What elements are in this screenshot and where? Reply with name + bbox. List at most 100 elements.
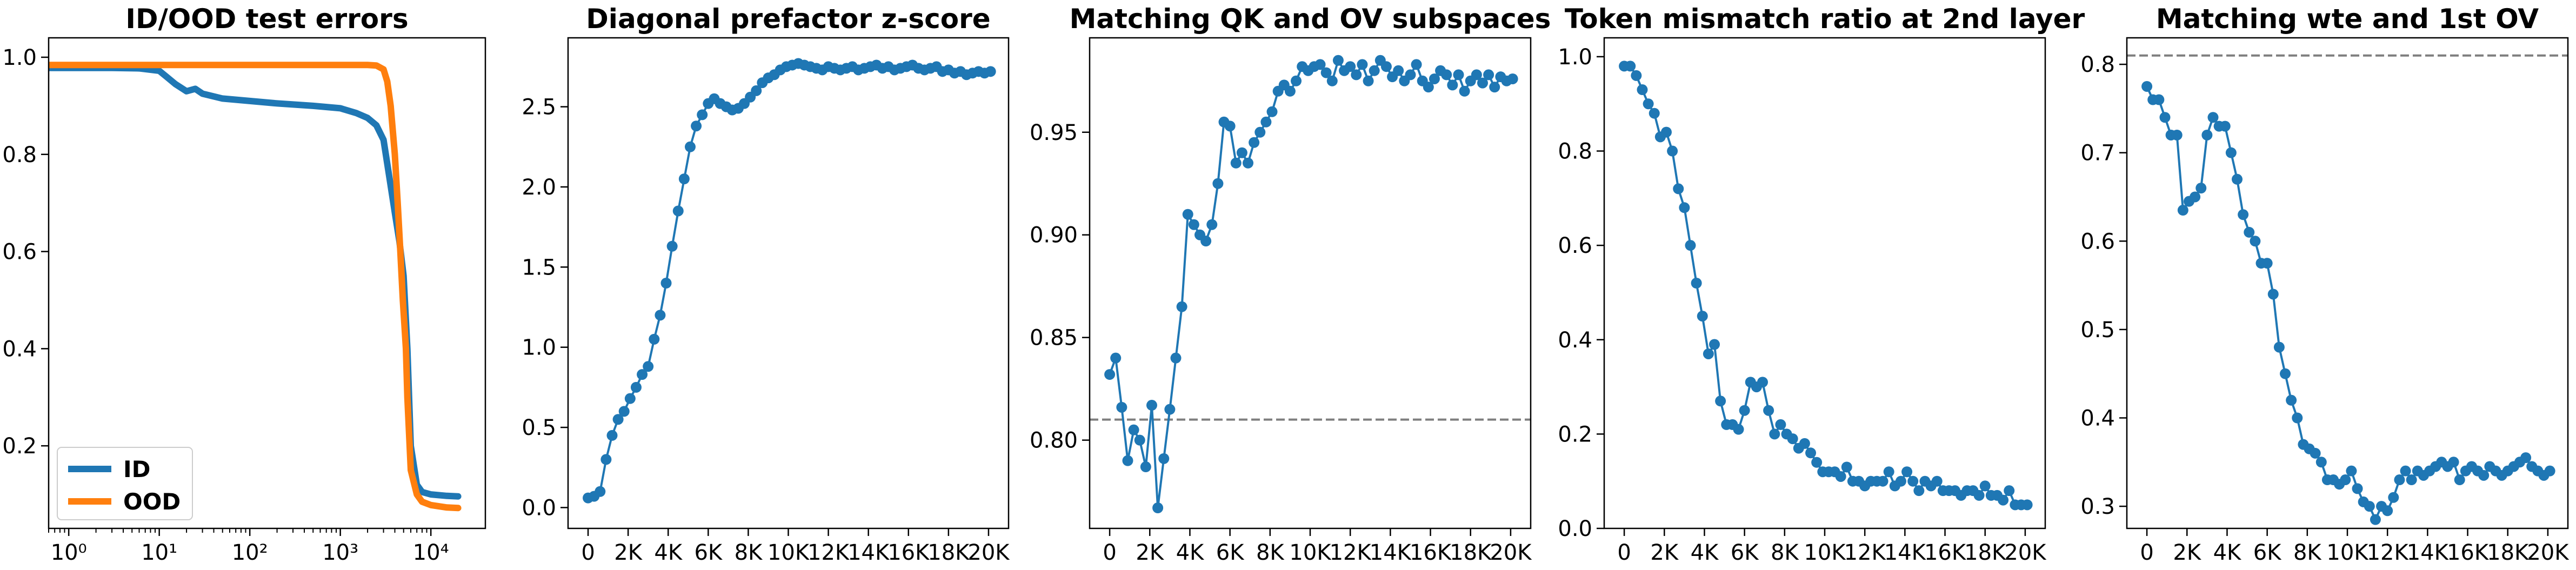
data-point [1423, 82, 1434, 93]
data-point [1799, 438, 1810, 449]
chart-5: Matching wte and 1st OV 0 2K 4K 6K 8K 10K12K14… [2080, 3, 2570, 565]
data-point [1877, 475, 1888, 487]
data-point [1733, 424, 1744, 435]
data-point [2406, 474, 2417, 486]
data-point [1660, 126, 1672, 138]
y-tick-label: 0.0 [522, 495, 556, 520]
data-point [1357, 59, 1368, 70]
data-point [1931, 475, 1943, 487]
data-point [1110, 352, 1122, 364]
data-point [2225, 147, 2237, 158]
x-tick-label: 0 [1617, 540, 1631, 565]
data-point [1667, 145, 1678, 157]
data-point [1703, 348, 1714, 359]
data-point [2201, 129, 2213, 140]
data-point [1769, 428, 1780, 440]
data-point [1979, 480, 1991, 492]
data-point [1128, 424, 1139, 435]
series-id-line [49, 64, 462, 500]
data-point [1369, 65, 1380, 76]
chart-3: Matching QK and OV subspaces 0 2K 4K 6K 8K 10K… [1030, 3, 1551, 565]
data-point [2310, 447, 2321, 459]
data-point [1895, 475, 1906, 487]
x-tick-label: 18K [2487, 540, 2530, 565]
data-point [1775, 419, 1786, 430]
data-point [600, 454, 612, 465]
data-point [2207, 112, 2219, 123]
data-point [1453, 69, 1464, 81]
data-point [1411, 59, 1422, 70]
data-point [649, 333, 660, 345]
data-point [1200, 236, 1212, 247]
data-point [1709, 339, 1720, 350]
x-tick-label: 10⁰ [51, 540, 87, 565]
data-point [697, 109, 708, 120]
data-point [1206, 219, 1218, 230]
data-point [2448, 457, 2459, 468]
data-point [1405, 69, 1416, 81]
data-point [1351, 69, 1362, 81]
chart-title: Diagonal prefactor z-score [586, 3, 990, 35]
data-point [1441, 69, 1452, 81]
data-point [2315, 457, 2327, 468]
data-point [1188, 219, 1199, 230]
data-point [1104, 369, 1116, 380]
data-point [1326, 75, 1338, 86]
data-point [1314, 59, 1326, 70]
x-tick-label: 10⁴ [413, 540, 449, 565]
x-tick-label: 14K [1370, 540, 1412, 565]
data-point [1637, 84, 1648, 96]
y-tick-label: 0.5 [2080, 318, 2115, 343]
data-point [1266, 106, 1278, 117]
data-point [2141, 81, 2153, 92]
data-point [2544, 465, 2555, 477]
data-point [1291, 75, 1302, 86]
data-point [1739, 405, 1750, 416]
x-tick-label: 14K [847, 540, 890, 565]
series-1-line [2146, 85, 2551, 521]
data-point [678, 173, 690, 185]
data-point [2364, 501, 2375, 512]
data-point [1763, 405, 1774, 416]
data-point [1182, 209, 1193, 220]
x-tick-label: 10K [1289, 540, 1332, 565]
y-tick-label: 0.4 [1558, 328, 1592, 353]
y-tick-label: 2.0 [522, 175, 556, 200]
data-point [606, 430, 618, 441]
legend-label-id: ID [123, 456, 151, 482]
legend: ID OOD [57, 447, 193, 520]
x-tick-label: 18K [1964, 540, 2007, 565]
data-point [1164, 404, 1176, 415]
data-point [666, 240, 678, 252]
data-point [2370, 514, 2381, 525]
data-point [1254, 126, 1266, 138]
data-point [1249, 137, 1260, 148]
data-point [2280, 368, 2291, 379]
y-tick-label: 1.0 [2, 45, 37, 70]
y-tick-label: 0.6 [2080, 229, 2115, 254]
data-point [2394, 474, 2405, 486]
x-tick-label: 10³ [322, 540, 358, 565]
data-point [1715, 395, 1726, 407]
x-tick-label: 20K [967, 540, 1010, 565]
data-point [630, 381, 642, 393]
x-tick-label: 16K [1924, 540, 1967, 565]
x-tick-label: 18K [1450, 540, 1492, 565]
data-point [1901, 466, 1913, 478]
data-point [1673, 183, 1684, 195]
data-point [2159, 112, 2171, 123]
data-point [643, 361, 654, 372]
data-point [2238, 209, 2249, 220]
data-point [1998, 494, 2009, 506]
data-point [1243, 157, 1254, 169]
data-point [624, 393, 636, 404]
data-point [2267, 289, 2279, 300]
data-point [660, 278, 672, 289]
data-point [595, 486, 606, 497]
data-point [2171, 129, 2183, 140]
x-tick-label: 4K [2213, 540, 2242, 565]
data-point [1140, 461, 1151, 473]
data-point [1477, 77, 1488, 89]
x-tick-label: 16K [1410, 540, 1452, 565]
